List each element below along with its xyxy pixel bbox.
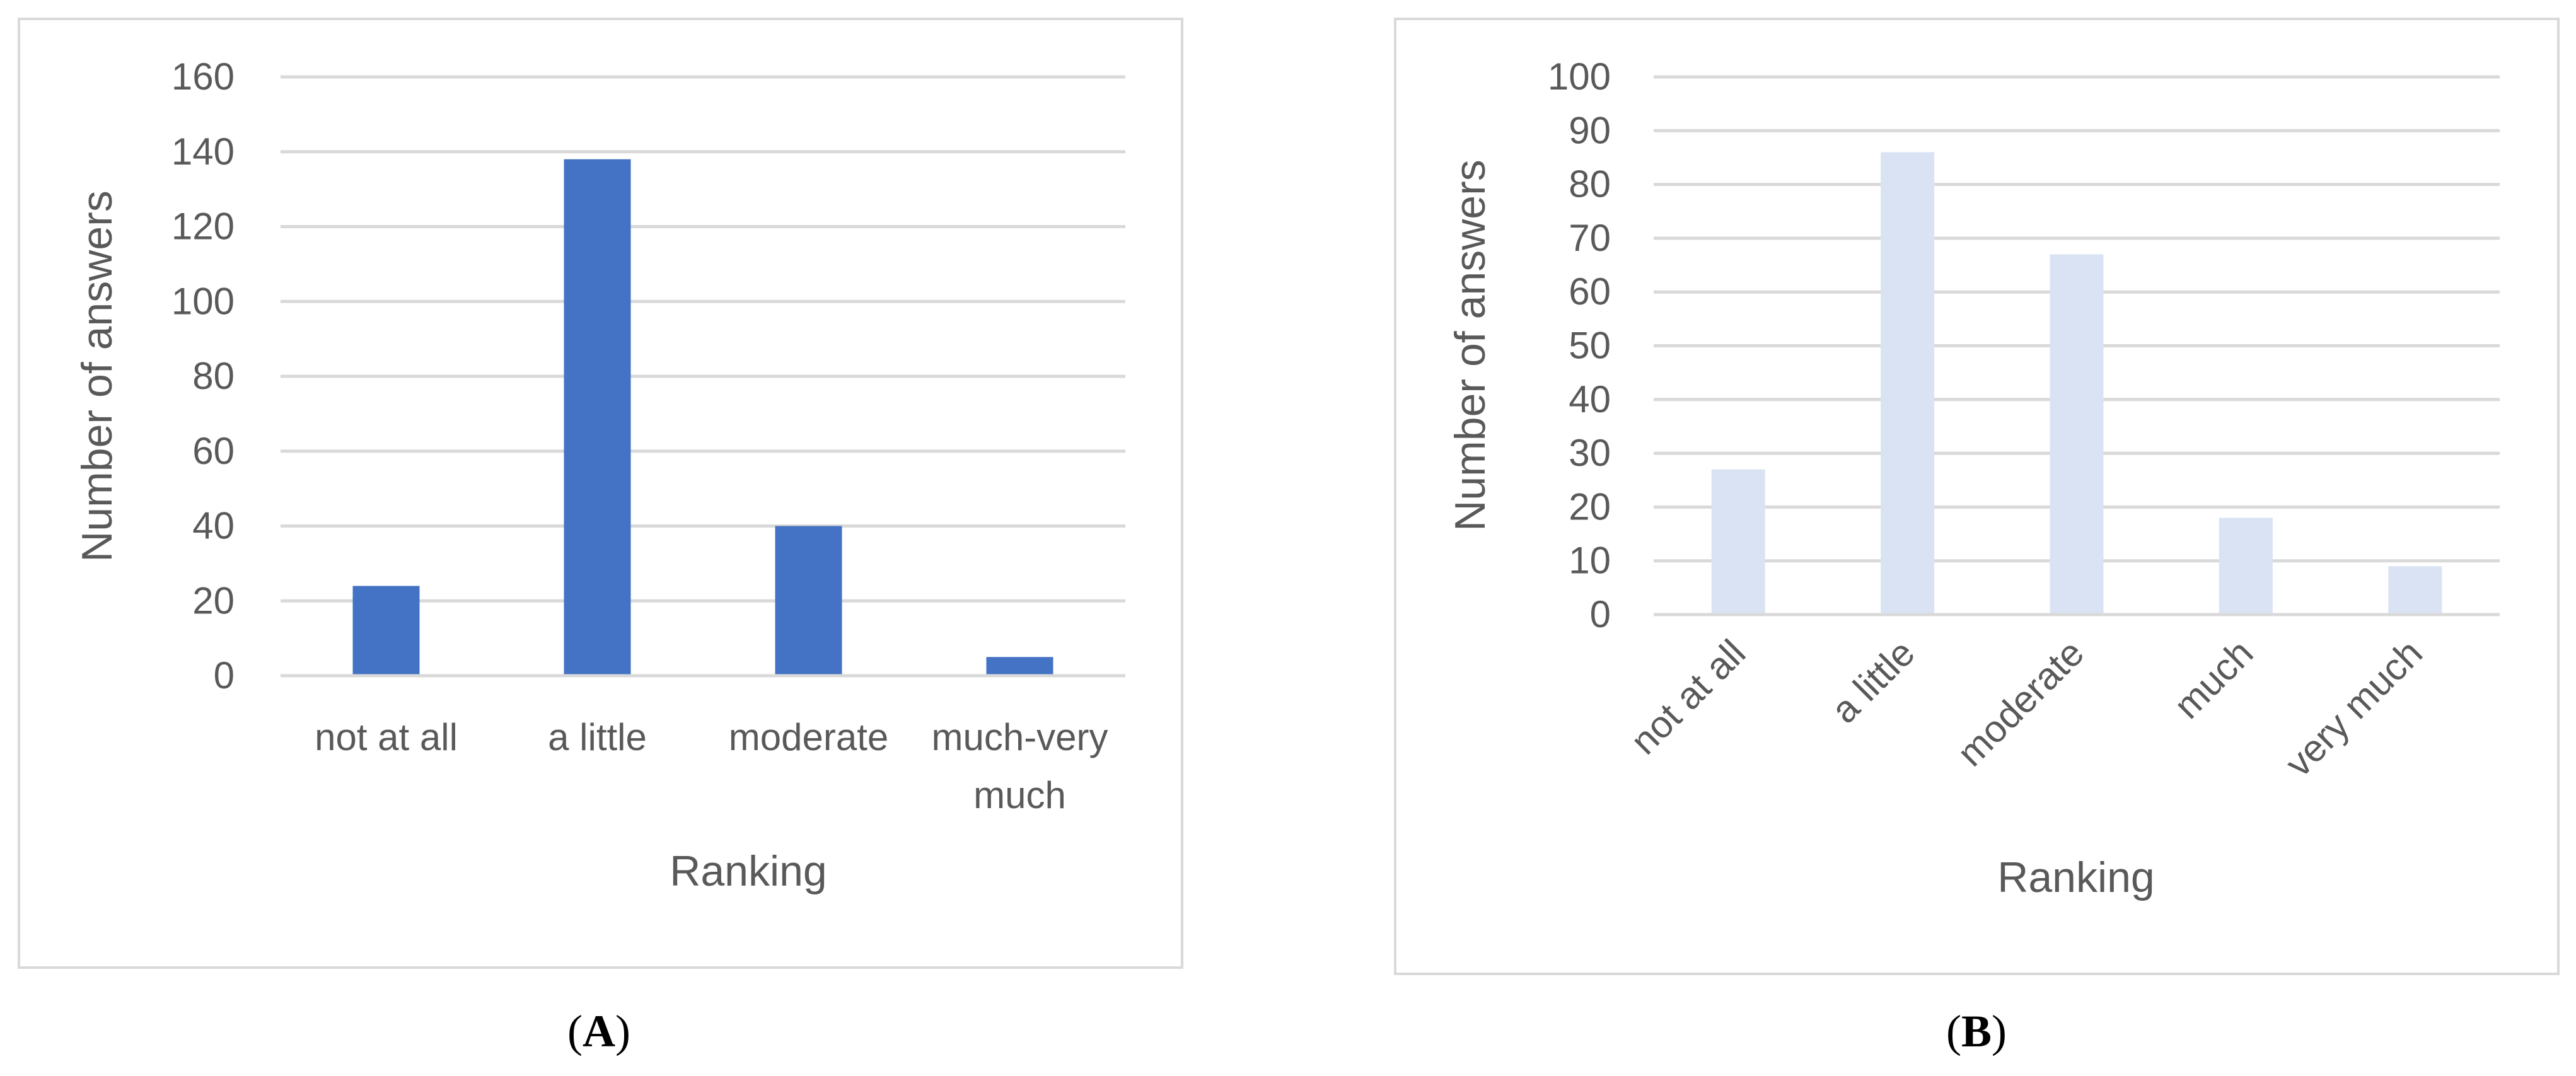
chart-b-y-tick-label: 70 [1569, 217, 1611, 259]
panel-a-letter: A [583, 1006, 615, 1056]
chart-a-y-tick-label: 20 [192, 579, 235, 622]
chart-b-y-tick-label: 30 [1569, 432, 1611, 474]
chart-a-y-tick-label: 120 [171, 205, 235, 248]
chart-b-y-tick-label: 60 [1569, 270, 1611, 313]
chart-b-y-tick-label: 90 [1569, 109, 1611, 151]
panel-b-letter: B [1961, 1006, 1992, 1056]
chart-a-x-tick-label: a little [548, 716, 647, 758]
chart-a-y-tick-label: 60 [192, 430, 235, 472]
chart-b-bar [2388, 566, 2442, 615]
panel-a-label: (A) [567, 1006, 630, 1056]
chart-a-x-tick-label: not at all [315, 716, 458, 758]
chart-a-y-axis-title: Number of answers [73, 190, 121, 562]
chart-b-bar [1881, 152, 1935, 615]
chart-a-bar [564, 159, 631, 676]
chart-b-y-tick-label: 100 [1548, 55, 1611, 98]
chart-a-bar [986, 657, 1053, 676]
chart-a-y-tick-label: 160 [171, 55, 235, 98]
chart-b-y-tick-label: 50 [1569, 325, 1611, 367]
chart-a-y-tick-label: 100 [171, 280, 235, 322]
chart-a-y-tick-label: 40 [192, 505, 235, 547]
chart-b-y-tick-label: 80 [1569, 163, 1611, 205]
chart-b-y-tick-label: 10 [1569, 540, 1611, 582]
chart-b-y-tick-label: 0 [1590, 593, 1611, 635]
chart-b-bar [1711, 469, 1765, 615]
chart-a-x-tick-label: much [973, 774, 1066, 816]
chart-a-x-axis-title: Ranking [670, 847, 827, 895]
chart-a-x-tick-label: much-very [931, 716, 1108, 758]
panel-b-label: (B) [1946, 1006, 2007, 1056]
chart-a-bar [775, 526, 842, 676]
chart-b-x-axis-title: Ranking [1997, 853, 2155, 901]
chart-a: 0 20 40 60 80 100 120 140 160 not at all a little m… [73, 55, 1125, 895]
chart-a-x-tick-label: moderate [729, 716, 888, 758]
chart-b-y-tick-label: 40 [1569, 378, 1611, 420]
chart-b-bar [2219, 518, 2273, 615]
chart-a-y-tick-label: 0 [214, 654, 235, 697]
chart-b-bar [2050, 254, 2104, 615]
chart-b-frame [1394, 18, 2560, 975]
chart-b-y-axis-title: Number of answers [1446, 159, 1494, 531]
chart-b-y-tick-label: 20 [1569, 485, 1611, 528]
chart-a-y-tick-label: 140 [171, 130, 235, 173]
chart-a-y-tick-label: 80 [192, 355, 235, 397]
chart-a-bar [352, 586, 420, 676]
